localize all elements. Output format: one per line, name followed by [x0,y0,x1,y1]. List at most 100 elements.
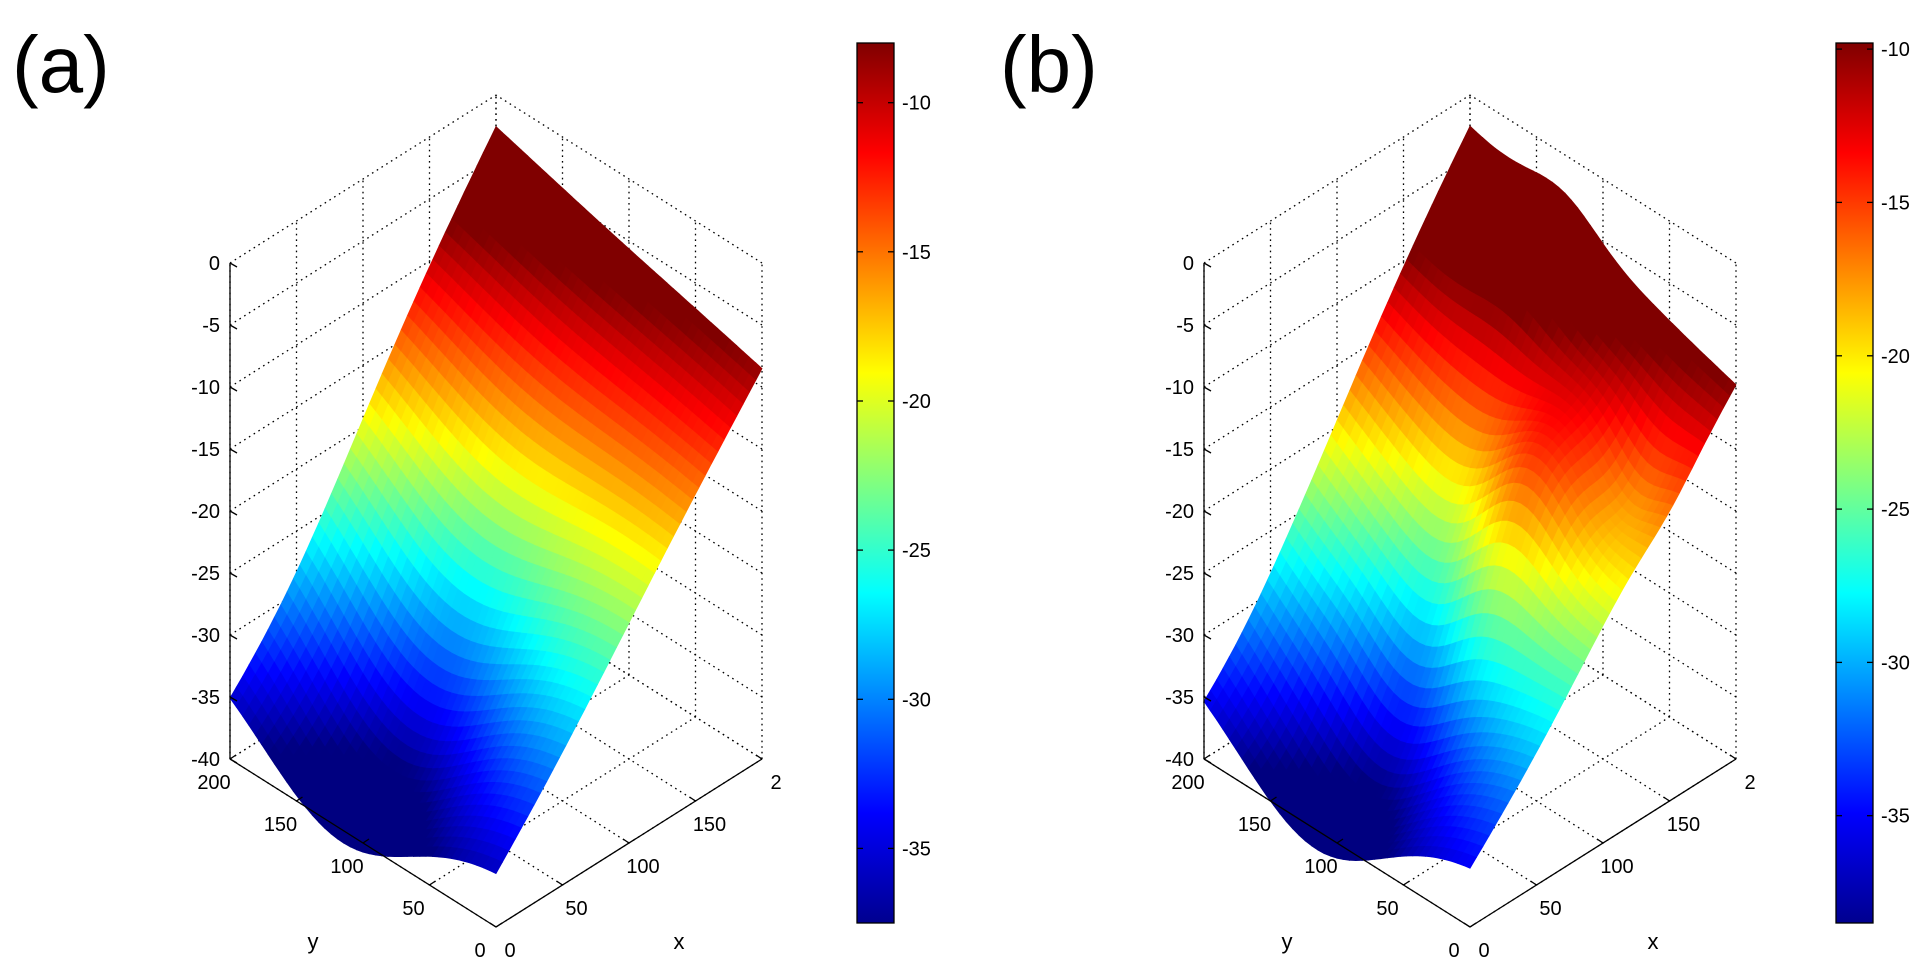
x-tick [1729,754,1737,760]
colorbar-tick-label: -20 [902,391,931,413]
x-tick-label: 2 [770,772,781,794]
grid-line [1203,218,1471,388]
z-tick [1203,262,1212,268]
z-tick-label: -10 [191,377,220,399]
surface-patch [489,858,503,875]
y-axis-label: y [1282,929,1293,954]
x-tick-label: 100 [1600,856,1633,878]
grid-line [495,94,763,264]
colorbar-tick-label: -35 [902,838,931,860]
y-tick [1403,880,1410,886]
y-tick-label: 100 [330,856,363,878]
z-tick [1203,758,1212,764]
x-tick-label: 100 [626,856,659,878]
z-tick [229,510,238,516]
colorbar-tick-label: -30 [1881,652,1910,674]
grid-line [229,218,497,388]
z-tick [1203,510,1212,516]
x-tick [622,838,630,844]
y-tick [1469,922,1477,928]
y-tick [495,922,503,928]
grid-line [1403,716,1670,886]
panel-a-axes: 0 50 100 150 2 0 50 100 150 200 0 -5 -10 -15 -20 -25 -30… [191,253,781,962]
z-tick [1203,386,1212,392]
y-tick-label: 200 [1171,772,1204,794]
grid-line [229,156,497,326]
panel-a-colorbar: -10 -15 -20 -25 -30 -35 [856,42,931,924]
x-tick-label: 50 [1539,898,1561,920]
z-tick-label: -30 [191,625,220,647]
colorbar-tick-label: -10 [1881,39,1910,61]
x-tick [689,796,696,802]
grid-line [1469,94,1737,264]
colorbar-tick-label: -25 [1881,499,1910,521]
x-tick [1596,838,1604,844]
x-tick-label: 2 [1744,772,1755,794]
y-tick-label: 50 [1376,898,1398,920]
panel-a-surface [229,125,763,875]
z-tick-label: -25 [191,563,220,585]
grid-line [495,156,763,326]
y-tick [429,880,436,886]
z-tick-label: -15 [191,439,220,461]
colorbar [1835,42,1874,924]
colorbar-tick-label: -10 [902,93,931,115]
colorbar-tick-label: -15 [902,242,931,264]
panel-b-colorbar: -10 -15 -20 -25 -30 -35 [1835,39,1910,924]
x-tick [556,880,563,886]
x-tick-label: 0 [1478,940,1489,962]
z-tick-label: -35 [1165,687,1194,709]
grid-line [1203,156,1471,326]
z-tick [229,324,238,330]
x-tick [755,754,763,760]
z-tick [229,448,238,454]
colorbar-tick-label: -20 [1881,346,1910,368]
z-tick [229,696,238,702]
z-tick [229,634,238,640]
z-tick [1203,324,1212,330]
z-tick-label: -40 [1165,749,1194,771]
colorbar-tick-label: -30 [902,689,931,711]
z-tick-label: -40 [191,749,220,771]
y-tick [1203,754,1211,760]
colorbar [856,42,895,924]
grid-line [229,280,497,450]
y-tick-label: 0 [1448,940,1459,962]
y-tick-label: 50 [402,898,424,920]
y-tick [296,796,303,802]
x-tick-label: 0 [504,940,515,962]
z-tick-label: -5 [202,315,220,337]
y-tick [362,838,370,844]
z-tick [1203,572,1212,578]
z-tick-label: 0 [1183,253,1194,275]
panel-a: (a) 0 50 100 150 2 0 50 100 150 200 0 -5 -10 -15 -20 -2… [12,20,931,962]
grid-line [1203,280,1471,450]
x-tick-label: 50 [565,898,587,920]
y-tick [229,754,237,760]
z-tick-label: -15 [1165,439,1194,461]
z-tick [1203,634,1212,640]
panel-b-surface [1203,125,1737,869]
x-tick [1463,922,1471,928]
z-tick-label: -5 [1176,315,1194,337]
y-tick-label: 100 [1304,856,1337,878]
colorbar-tick-label: -15 [1881,192,1910,214]
panel-label-b: (b) [1000,20,1098,109]
z-tick-label: -30 [1165,625,1194,647]
grid-line [1469,156,1737,326]
x-tick [489,922,497,928]
z-tick-label: 0 [209,253,220,275]
z-tick-label: -25 [1165,563,1194,585]
x-axis-label: x [674,929,685,954]
z-tick-label: -20 [191,501,220,523]
z-tick [229,572,238,578]
y-tick-label: 150 [264,814,297,836]
colorbar-tick-label: -25 [902,540,931,562]
z-tick [229,262,238,268]
panel-b: (b) 0 50 100 150 2 0 50 100 150 200 0 -5 -10 -15 -20 -2… [1000,20,1910,962]
colorbar-tick-label: -35 [1881,806,1910,828]
y-tick-label: 0 [474,940,485,962]
grid-line [1203,94,1471,264]
y-tick-label: 150 [1238,814,1271,836]
